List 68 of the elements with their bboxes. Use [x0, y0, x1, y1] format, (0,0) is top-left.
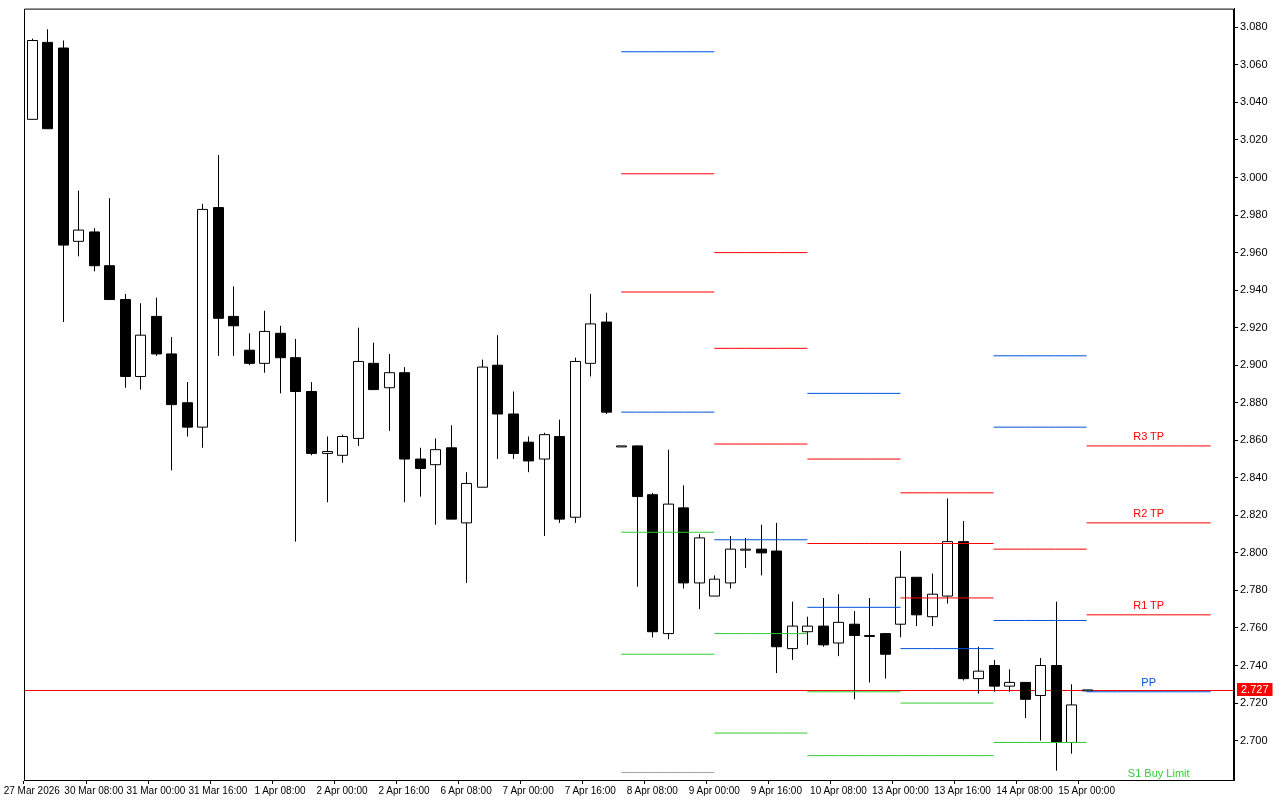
y-tick-label: 2.700	[1240, 733, 1268, 746]
y-tick-label: 2.920	[1240, 320, 1268, 333]
y-tick-label: 2.760	[1240, 621, 1268, 633]
series-label: R1 TP	[1133, 599, 1165, 612]
y-tick-label: 2.880	[1240, 395, 1268, 408]
x-tick-label: 7 Apr 16:00	[564, 784, 617, 796]
x-tick-label: 9 Apr 16:00	[750, 784, 803, 796]
candlestick	[818, 597, 829, 648]
x-tick-label: 2 Apr 00:00	[316, 784, 369, 796]
x-tick-label: 15 Apr 00:00	[1058, 784, 1116, 796]
y-tick-label: 2.720	[1240, 696, 1268, 709]
x-tick-label: 2 Apr 16:00	[378, 784, 431, 796]
x-tick-label: 14 Apr 08:00	[996, 784, 1054, 796]
x-tick-label: 10 Apr 08:00	[810, 784, 868, 796]
candlestick	[244, 332, 255, 366]
candlestick	[430, 437, 441, 526]
y-tick-label: 3.020	[1240, 133, 1268, 146]
candlestick	[973, 646, 984, 695]
x-tick-label: 6 Apr 08:00	[440, 784, 493, 796]
x-tick-label: 7 Apr 00:00	[502, 784, 555, 796]
x-tick-label: 13 Apr 00:00	[872, 784, 930, 796]
annotation: S1 Buy Limit	[1127, 766, 1190, 779]
x-tick-label: 13 Apr 16:00	[934, 784, 992, 796]
candlestick	[756, 524, 767, 576]
candlestick	[802, 616, 813, 646]
y-tick-label: 2.820	[1240, 508, 1268, 521]
series-label: PP	[1141, 676, 1157, 689]
y-tick-label: 2.740	[1240, 658, 1268, 671]
y-tick-label: 3.080	[1240, 20, 1268, 33]
y-tick-label: 2.780	[1240, 583, 1268, 596]
x-tick-label: 30 Mar 08:00	[64, 784, 124, 796]
candlestick	[989, 659, 1000, 693]
x-tick-label: 1 Apr 08:00	[254, 784, 306, 796]
x-tick-label: 31 Mar 00:00	[126, 784, 186, 796]
y-tick-label: 2.900	[1240, 358, 1268, 371]
y-tick-label: 2.980	[1240, 208, 1268, 221]
series-label: R3 TP	[1133, 430, 1165, 443]
candlestick	[523, 436, 534, 473]
candlestick	[927, 573, 938, 627]
candlestick	[73, 190, 84, 257]
candlestick	[1020, 681, 1031, 719]
y-tick-label: 2.960	[1240, 245, 1268, 258]
candlestick	[384, 353, 395, 432]
candlestick	[787, 601, 798, 661]
x-tick-label: 9 Apr 00:00	[688, 784, 741, 796]
y-tick-label: 3.060	[1240, 57, 1268, 70]
candlestick	[337, 434, 348, 464]
candlestick	[415, 447, 426, 498]
x-tick-label: 8 Apr 08:00	[626, 784, 679, 796]
candlestick	[849, 610, 860, 700]
candlestick	[1004, 668, 1015, 693]
candlestick	[322, 436, 333, 503]
y-tick-label: 2.840	[1240, 470, 1268, 483]
candlestick	[880, 633, 891, 680]
y-tick-label: 2.860	[1240, 433, 1268, 446]
candlestick	[228, 285, 239, 357]
ref-line-label: 2.727	[1241, 682, 1269, 695]
series-label: R2 TP	[1133, 507, 1165, 520]
x-tick-label: 31 Mar 16:00	[188, 784, 248, 796]
y-tick-label: 3.000	[1240, 170, 1268, 183]
x-tick-label: 27 Mar 2026	[3, 784, 61, 796]
candlestick	[709, 574, 720, 597]
y-tick-label: 3.040	[1240, 95, 1268, 108]
y-tick-label: 2.940	[1240, 283, 1268, 296]
candlestick	[864, 597, 875, 683]
y-tick-label: 2.800	[1240, 545, 1268, 558]
candlestick	[833, 593, 844, 657]
candlestick	[740, 537, 751, 569]
